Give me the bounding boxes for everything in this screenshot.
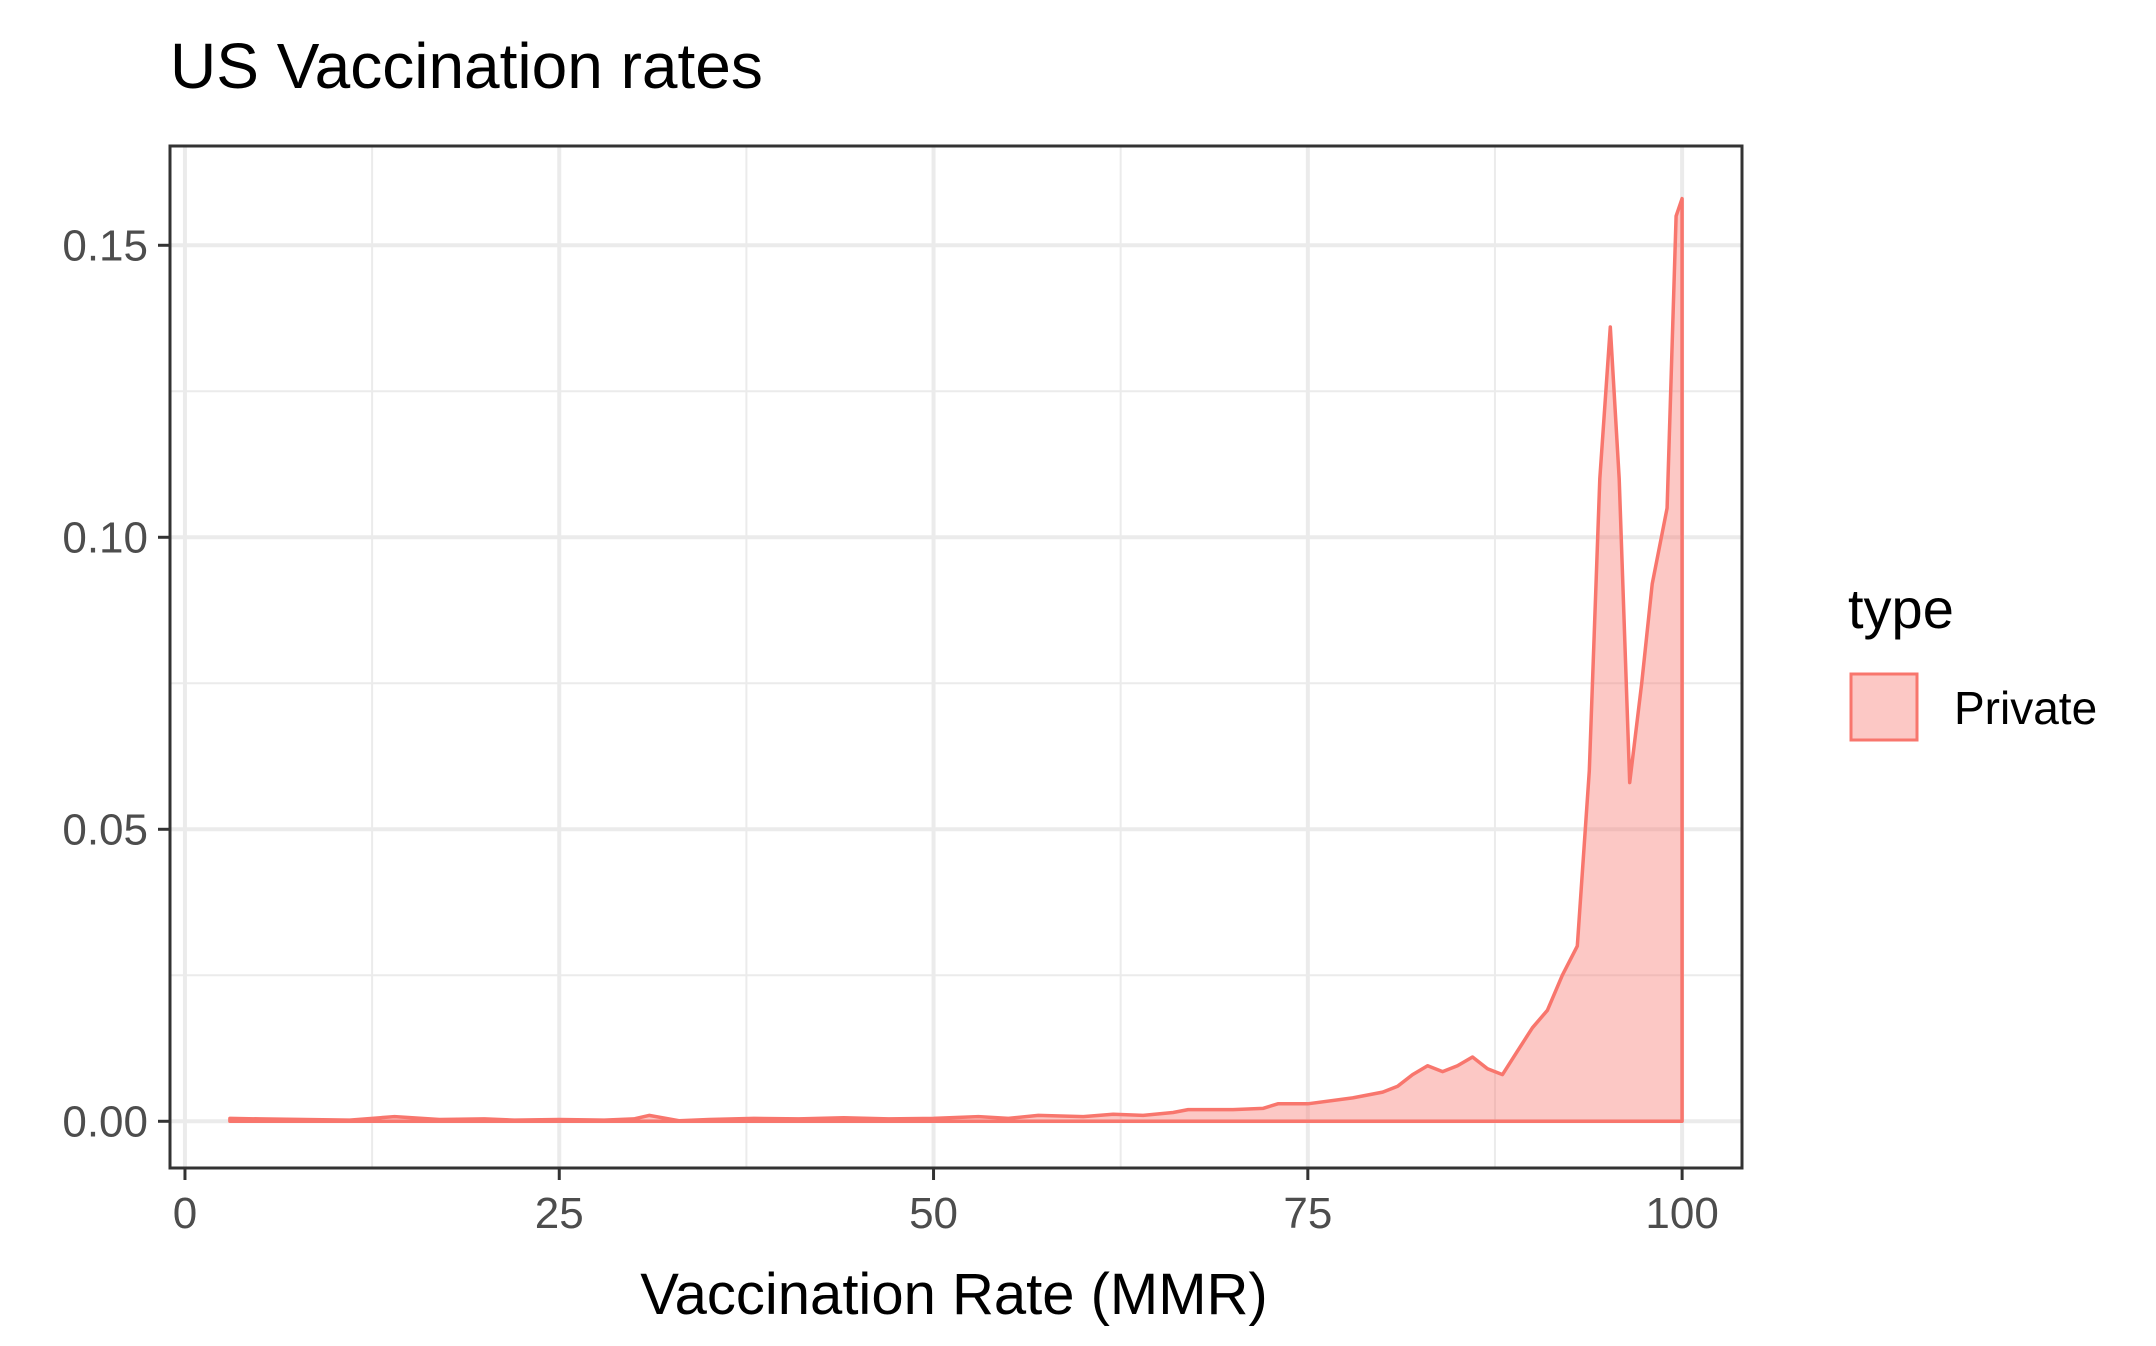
panel-border-rect (168, 144, 1744, 1170)
legend-title: type (1848, 577, 1954, 640)
panel-background (170, 146, 1742, 1168)
legend-label-private: Private (1954, 682, 2097, 734)
x-axis-title: Vaccination Rate (MMR) (640, 1262, 1267, 1327)
plot-panel (170, 146, 1742, 1168)
y-tick-label: 0.05 (62, 805, 148, 854)
x-tick-label: 100 (1645, 1189, 1718, 1238)
y-tick-label: 0.10 (62, 513, 148, 562)
density-area-private (228, 196, 1684, 1124)
x-tick-label: 75 (1283, 1189, 1332, 1238)
x-tick-label: 25 (535, 1189, 584, 1238)
x-tick-label: 0 (173, 1189, 197, 1238)
plot-border (168, 144, 1744, 1170)
legend-entries: Private (1849, 672, 2097, 742)
y-axis: 0.00 0.05 0.10 0.15 (62, 221, 170, 1146)
minor-gridlines (170, 146, 1742, 1168)
legend-key-private (1849, 672, 1919, 742)
density-area-layer (228, 196, 1684, 1124)
legend: type Private (1848, 577, 2097, 742)
y-tick-label: 0.00 (62, 1097, 148, 1146)
y-tick-label: 0.15 (62, 221, 148, 270)
x-tick-label: 50 (909, 1189, 958, 1238)
x-axis: 0 25 50 75 100 (173, 1168, 1719, 1238)
chart-title: US Vaccination rates (170, 30, 763, 102)
